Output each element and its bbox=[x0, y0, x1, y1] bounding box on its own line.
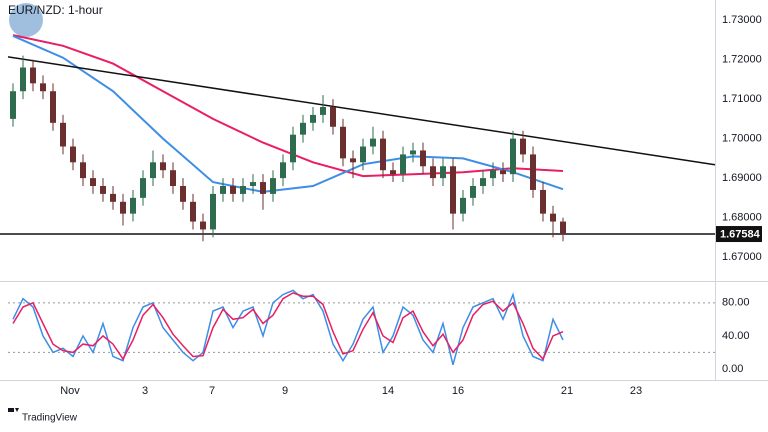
y-tick-label: 1.70000 bbox=[722, 133, 762, 145]
moving-average bbox=[12, 34, 564, 193]
candle-body bbox=[300, 122, 306, 135]
y-tick-label: 80.00 bbox=[722, 297, 750, 309]
candle-body bbox=[90, 178, 96, 187]
candle-body bbox=[360, 146, 366, 163]
trendline bbox=[7, 56, 716, 166]
candle-body bbox=[330, 107, 336, 127]
candle-body bbox=[430, 166, 436, 179]
footer-brand: TradingView bbox=[22, 413, 78, 424]
candle-body bbox=[40, 83, 46, 92]
candle-body bbox=[370, 138, 376, 147]
candle-body bbox=[340, 126, 346, 159]
x-tick-label: 21 bbox=[561, 385, 573, 397]
candle-body bbox=[50, 91, 56, 123]
candle-body bbox=[270, 178, 276, 194]
y-tick-label: 0.00 bbox=[722, 363, 743, 375]
candle-body bbox=[350, 158, 356, 163]
candle-body bbox=[200, 221, 206, 230]
candle-body bbox=[410, 150, 416, 155]
candle-body bbox=[130, 197, 136, 214]
moving-average bbox=[12, 34, 564, 178]
candle-body bbox=[250, 182, 256, 187]
y-tick-label: 1.67000 bbox=[722, 251, 762, 263]
oscillator-line bbox=[12, 292, 564, 361]
candle-body bbox=[160, 162, 166, 171]
y-tick-label: 1.69000 bbox=[722, 172, 762, 184]
candle-body bbox=[210, 193, 216, 230]
x-tick-label: 7 bbox=[209, 385, 215, 397]
candle-body bbox=[380, 138, 386, 171]
candle-body bbox=[450, 166, 456, 214]
candle-body bbox=[320, 107, 326, 115]
candle-body bbox=[20, 67, 26, 92]
y-tick-label: 1.73000 bbox=[722, 14, 762, 26]
footer-logo bbox=[8, 408, 19, 412]
candle-body bbox=[530, 154, 536, 190]
candle-body bbox=[140, 178, 146, 198]
candle-body bbox=[560, 221, 566, 235]
x-tick-label: Nov bbox=[60, 385, 80, 397]
candle-body bbox=[390, 170, 396, 175]
oscillator-line bbox=[12, 289, 564, 365]
price-label: 1.67584 bbox=[720, 228, 761, 240]
candle-body bbox=[460, 197, 466, 214]
price-label-box bbox=[716, 226, 762, 243]
x-tick-label: 9 bbox=[282, 385, 288, 397]
candle-body bbox=[280, 162, 286, 179]
candle-body bbox=[400, 154, 406, 175]
candle-body bbox=[500, 170, 506, 175]
y-tick-label: 40.00 bbox=[722, 330, 750, 342]
candle-body bbox=[220, 186, 226, 194]
logo-badge bbox=[9, 3, 43, 37]
candle-body bbox=[510, 138, 516, 175]
y-tick-label: 1.71000 bbox=[722, 93, 762, 105]
candle-body bbox=[100, 186, 106, 194]
x-tick-label: 3 bbox=[142, 385, 148, 397]
candle-body bbox=[520, 138, 526, 155]
candle-body bbox=[30, 67, 36, 84]
x-tick-label: 14 bbox=[382, 385, 394, 397]
candle-body bbox=[440, 166, 446, 179]
candle-body bbox=[490, 170, 496, 179]
x-tick-label: 16 bbox=[452, 385, 464, 397]
candle-body bbox=[120, 201, 126, 214]
candle-body bbox=[70, 146, 76, 163]
candle-body bbox=[190, 201, 196, 222]
candle-body bbox=[170, 170, 176, 187]
chart-title: EUR/NZD: 1-hour bbox=[8, 3, 103, 17]
y-tick-label: 1.72000 bbox=[722, 54, 762, 66]
candle-body bbox=[310, 114, 316, 123]
candle-body bbox=[420, 150, 426, 167]
candle-body bbox=[470, 186, 476, 198]
x-tick-label: 23 bbox=[630, 385, 642, 397]
candle-body bbox=[80, 162, 86, 179]
candle-body bbox=[110, 193, 116, 202]
candle-body bbox=[60, 122, 66, 147]
y-tick-label: 1.68000 bbox=[722, 212, 762, 224]
candle-body bbox=[230, 186, 236, 194]
candle-body bbox=[540, 189, 546, 214]
candle-body bbox=[180, 186, 186, 202]
candle-body bbox=[10, 91, 16, 119]
candle-body bbox=[240, 186, 246, 194]
candle-body bbox=[290, 134, 296, 163]
candle-body bbox=[260, 182, 266, 194]
candle-body bbox=[150, 162, 156, 179]
candle-body bbox=[550, 213, 556, 222]
candle-body bbox=[480, 178, 486, 187]
